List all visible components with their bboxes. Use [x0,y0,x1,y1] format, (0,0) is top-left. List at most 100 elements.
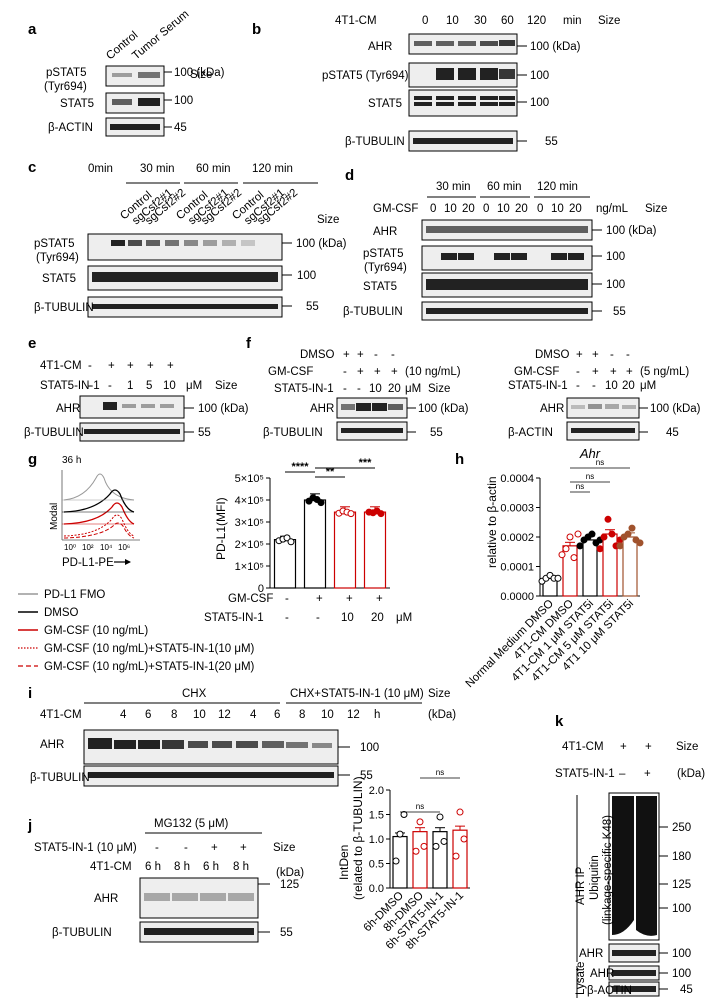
dose: - [88,380,92,392]
tick: 10⁴ [100,543,113,552]
time: 6 h [145,861,161,873]
size-header: Size [598,15,620,27]
data-point [636,539,644,547]
blot-ahr [79,395,185,419]
bar [412,831,428,889]
sign: - [391,349,395,361]
size-header: Size [428,688,450,700]
treat-gmcsf: GM-CSF [228,593,273,605]
sign: + [576,349,583,361]
panel-j: j MG132 (5 μM) STAT5-IN-1 (10 μM) - - + … [27,768,470,952]
data-point [554,574,562,582]
size-btubulin: 55 [198,427,211,439]
unit-um: μM [405,383,421,395]
panel-label-d: d [345,167,354,184]
unit-um: μM [186,380,202,392]
sign: + [316,593,323,605]
panel-label-g: g [28,451,37,468]
size-header: Size [190,69,212,81]
treat-stat5in1: STAT5-IN-1 (10 μM) [34,842,137,854]
treat-4t1cm: 4T1-CM [40,360,82,372]
axis-modal: Modal [49,503,60,530]
group-120min: 120 min [537,181,578,193]
row-label-btubulin: β-TUBULIN [34,302,94,314]
panel-label-e: e [28,335,36,352]
panel-a: a Control Tumor Serum Size pSTAT5 (Tyr69… [28,8,225,137]
dose: 10 [497,203,510,215]
marker-125: 125 [672,879,691,891]
size-ahr: 100 [360,742,379,754]
tick: 10⁶ [118,543,130,552]
row-label-pstat5: pSTAT5 [34,238,74,250]
data-point [460,835,468,843]
time: 12 [218,709,231,721]
treat-stat5in1: STAT5-IN-1 [204,612,264,624]
treat-stat5in1: STAT5-IN-1 [274,383,334,395]
data-point [440,837,448,845]
row-label-pstat5: pSTAT5 [46,67,86,79]
panel-e: e 4T1-CM - + + + + STAT5-IN-1 - - 1 5 10… [24,335,249,442]
panel-label-a: a [28,21,37,38]
row-label-btubulin: β-TUBULIN [345,136,405,148]
bar [303,499,327,589]
time-120: 120 [527,15,546,27]
size-pstat5: 100 [530,70,549,82]
y-tick-label: 4×10⁵ [235,495,264,507]
smear [612,796,634,935]
data-point [287,538,295,546]
dose: 10 [341,612,354,624]
y-tick-label: 0.0002 [500,532,534,544]
dose: - [316,612,320,624]
unit-h: h [374,709,380,721]
sign: + [346,593,353,605]
panel-label-f: f [246,335,252,352]
sign: + [343,349,350,361]
time-60: 60 [501,15,514,27]
ip-label: AHR IP [575,866,587,905]
marker-100: 100 [672,903,691,915]
y-tick-label: 1×10⁵ [235,561,264,573]
bands-pstat5 [111,240,255,246]
y-tick-label: 2.0 [369,785,384,797]
band [612,950,656,956]
dose-note: (10 ng/mL) [405,366,461,378]
data-point [600,533,608,541]
panel-i: i CHX CHX+STAT5-IN-1 (10 μM) Size 4T1-CM… [28,685,456,787]
dose: 20 [515,203,528,215]
bar [273,538,297,589]
sign: + [391,366,398,378]
band [110,124,160,130]
y-tick-label: 3×10⁵ [235,517,264,529]
band [138,98,160,106]
y-axis-label: relative to β-actin [485,476,499,568]
dose: 10 [605,380,618,392]
time: 10 [321,709,334,721]
sig-label: ns [416,802,424,811]
y-axis-label: IntDen [337,845,351,880]
row-label-btubulin: β-TUBULIN [52,927,112,939]
axis-pdl1pe: PD-L1-PE [62,557,114,569]
treat-gmcsf: GM-CSF [373,203,418,215]
treat-4t1cm: 4T1-CM [40,709,82,721]
sign: - [285,593,289,605]
row-sub-pstat5: (Tyr694) [36,252,79,264]
chart-pdl1-mfi: 01×10⁵2×10⁵3×10⁵4×10⁵5×10⁵PD-L1(MFI)****… [214,457,390,595]
panel-c: c 0min 30 min 60 min 120 min Control sgC… [28,159,347,318]
dose: 0 [537,203,543,215]
panel-label-b: b [252,21,261,38]
data-point [574,530,582,538]
data-point [588,530,596,538]
dose: 20 [569,203,582,215]
row-label-bactin: β-ACTIN [48,122,93,134]
panel-d: d 30 min 60 min 120 min GM-CSF 0 10 20 0… [343,167,667,321]
band [426,226,588,233]
sign: + [376,593,383,605]
time: 12 [347,709,360,721]
y-axis-label: PD-L1(MFI) [214,497,228,560]
time: 6 h [203,861,219,873]
row-label-ahr: AHR [40,739,64,751]
sign: - [184,842,188,854]
data-point [608,530,616,538]
bands-pstat5 [436,68,515,80]
